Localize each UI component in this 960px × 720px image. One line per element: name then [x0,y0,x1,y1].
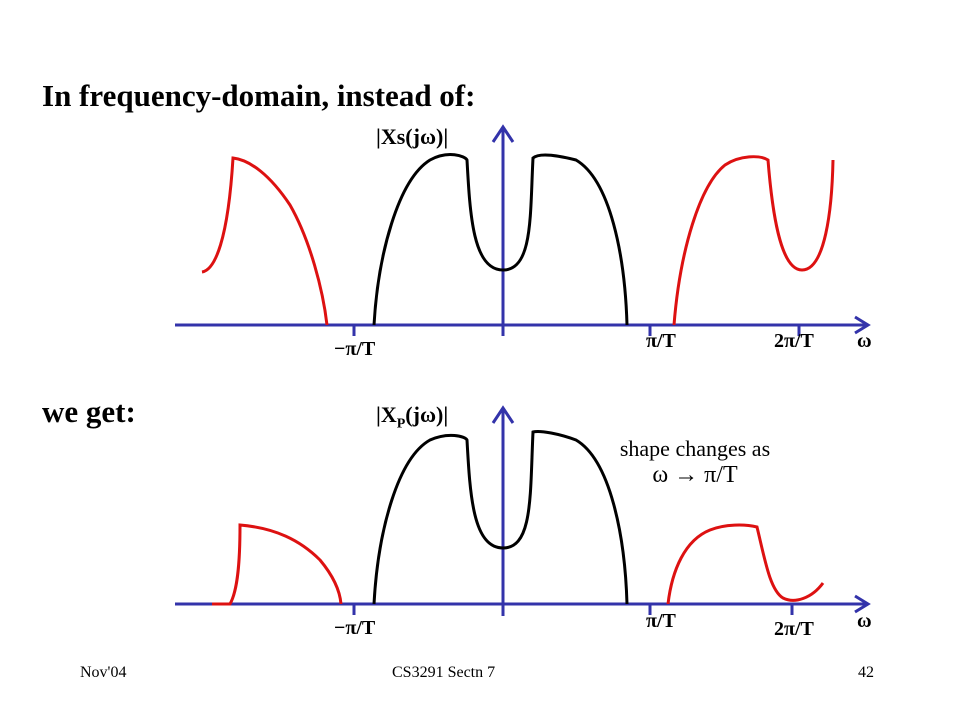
bottom-left-replica [212,523,343,606]
bottom-central-spectrum-left [372,433,504,605]
bottom-y-label-end: (jω)| [405,402,449,427]
bottom-x-axis-arrow [854,594,871,614]
footer-date: Nov'04 [80,664,127,681]
bottom-y-label-sub: P [396,416,406,432]
bottom-x-axis-symbol: ω [857,610,872,632]
footer-page-number: 42 [858,664,874,681]
note-line-1: shape changes as [619,436,771,461]
top-central-spectrum-left [372,153,504,326]
top-tick-label-2pi: 2π/T [774,330,814,352]
note-line-2: ω → π/T [652,462,738,488]
top-tick-label-neg-pi: −π/T [334,338,376,360]
bottom-y-label-main: |X [376,402,397,427]
top-central-spectrum-right [502,153,629,326]
bottom-tick-label-neg-pi: −π/T [334,617,376,639]
top-y-axis-arrow [491,124,515,143]
shape-change-note: shape changes as ω → π/T [600,436,790,488]
top-tick-label-pi: π/T [646,330,676,352]
we-get-label: we get: [42,394,136,429]
bottom-central-spectrum-right [502,430,629,605]
bottom-plot [175,405,871,616]
top-y-axis-label: |Xs(jω)| [376,124,449,149]
bottom-tick-label-pi: π/T [646,610,676,632]
bottom-y-axis-label: |XP(jω)| [376,402,448,432]
top-right-replica [672,155,835,326]
footer-course: CS3291 Sectn 7 [392,664,496,681]
top-x-axis-symbol: ω [857,330,872,352]
bottom-right-replica [666,523,825,605]
bottom-y-axis-arrow [491,405,515,424]
slide-heading: In frequency-domain, instead of: [42,78,476,113]
top-plot [175,124,871,336]
top-left-replica [201,156,329,326]
top-x-axis-arrow [854,315,871,335]
bottom-tick-label-2pi: 2π/T [774,618,814,640]
